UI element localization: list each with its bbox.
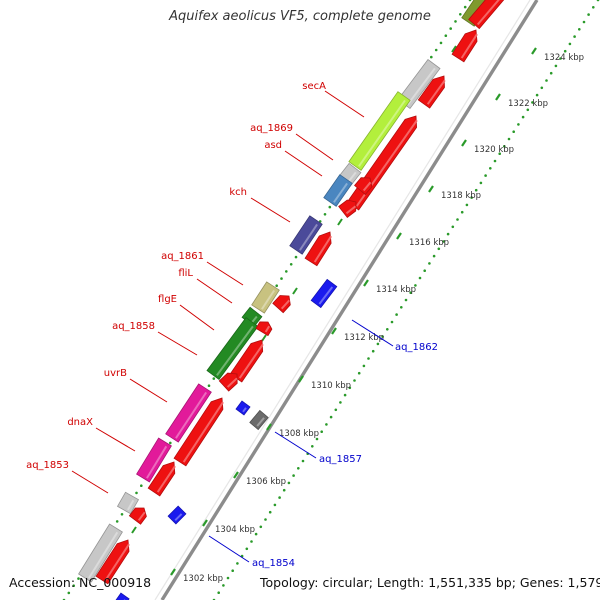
gene-reverse-small bbox=[236, 401, 250, 415]
kbp-tick-label: 1312 kbp bbox=[344, 333, 384, 343]
forward-gene-label: kch bbox=[229, 187, 247, 198]
forward-label-leader bbox=[130, 379, 167, 402]
forward-gene-label: aq_1858 bbox=[112, 321, 155, 332]
forward-track-tick bbox=[338, 219, 342, 225]
reverse-gene-label: aq_1862 bbox=[395, 342, 438, 353]
gene-aq-1857 bbox=[250, 411, 268, 430]
forward-track-tick bbox=[132, 527, 136, 533]
kbp-tick-label: 1304 kbp bbox=[215, 525, 255, 535]
forward-label-leader bbox=[197, 279, 232, 303]
forward-label-leader bbox=[251, 198, 290, 222]
forward-gene-label: dnaX bbox=[67, 417, 93, 428]
reverse-label-leader bbox=[209, 536, 249, 562]
topology-label: Topology: circular; Length: 1,551,335 bp… bbox=[260, 575, 600, 590]
kbp-tick-mark bbox=[462, 140, 466, 146]
forward-label-leader bbox=[158, 332, 197, 355]
kbp-tick-label: 1310 kbp bbox=[311, 381, 351, 391]
kbp-tick-mark bbox=[496, 94, 500, 100]
kbp-tick-mark bbox=[397, 233, 401, 239]
kbp-tick-mark bbox=[364, 280, 368, 286]
reverse-gene-label: aq_1857 bbox=[319, 454, 362, 465]
forward-label-leader bbox=[96, 428, 135, 451]
kbp-tick-label: 1318 kbp bbox=[441, 191, 481, 201]
forward-label-leader bbox=[180, 305, 214, 330]
kbp-tick-mark bbox=[532, 48, 536, 54]
kbp-tick-label: 1302 kbp bbox=[183, 574, 223, 584]
forward-label-leader bbox=[207, 262, 243, 285]
forward-track-tick bbox=[293, 288, 297, 294]
kbp-tick-label: 1320 kbp bbox=[474, 145, 514, 155]
kbp-tick-label: 1306 kbp bbox=[246, 477, 286, 487]
forward-gene-label: aq_1869 bbox=[250, 123, 293, 134]
genome-backbone-outer bbox=[162, 0, 537, 600]
kbp-tick-label: 1322 kbp bbox=[508, 99, 548, 109]
kbp-tick-mark bbox=[429, 186, 433, 192]
forward-label-leader bbox=[72, 471, 108, 493]
accession-label: Accession: NC_000918 bbox=[9, 575, 151, 590]
kbp-tick-label: 1308 kbp bbox=[279, 429, 319, 439]
forward-gene-label: fliL bbox=[178, 268, 193, 279]
genome-backbone-inner bbox=[155, 0, 530, 600]
forward-gene-label: uvrB bbox=[104, 368, 127, 379]
forward-label-leader bbox=[285, 151, 322, 176]
kbp-tick-label: 1324 kbp bbox=[544, 53, 584, 63]
forward-track-tick bbox=[262, 335, 266, 341]
gene-aq-1862 bbox=[311, 279, 337, 307]
gene-reverse-edge bbox=[114, 593, 129, 600]
kbp-tick-label: 1314 kbp bbox=[376, 285, 416, 295]
forward-label-leader bbox=[296, 134, 333, 160]
reverse-gene-label: aq_1854 bbox=[252, 558, 295, 569]
forward-label-leader bbox=[325, 91, 364, 117]
forward-gene-label: aq_1861 bbox=[161, 251, 204, 262]
cds-forward-arrow bbox=[256, 322, 272, 336]
forward-gene-label: secA bbox=[302, 81, 326, 92]
forward-gene-label: asd bbox=[264, 140, 282, 151]
forward-gene-label: aq_1853 bbox=[26, 460, 69, 471]
forward-gene-label: flgE bbox=[158, 294, 177, 305]
gene-aq-1861 bbox=[252, 282, 280, 313]
cds-forward-arrow bbox=[273, 296, 291, 313]
kbp-tick-label: 1316 kbp bbox=[409, 238, 449, 248]
cds-forward-arrow bbox=[339, 200, 356, 218]
kbp-tick-mark bbox=[171, 569, 175, 575]
map-title: Aquifex aeolicus VF5, complete genome bbox=[0, 9, 600, 24]
gene-aq-1854 bbox=[168, 506, 186, 524]
